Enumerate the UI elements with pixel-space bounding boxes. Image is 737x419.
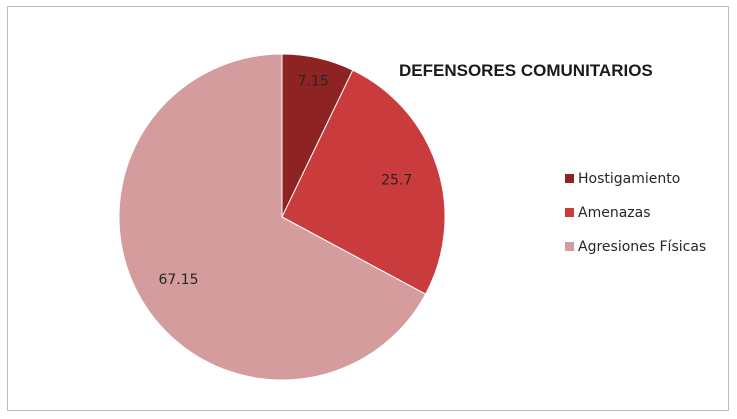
pie-chart: 7.15 25.7 67.15 DEFENSORES COMUNITARIOS Ho… bbox=[118, 53, 706, 381]
data-label: 67.15 bbox=[158, 272, 198, 288]
legend-label: Hostigamiento bbox=[578, 171, 680, 187]
pie-data-labels: 7.15 25.7 67.15 bbox=[158, 73, 412, 288]
pie-slices bbox=[118, 53, 446, 381]
legend-swatch bbox=[565, 208, 574, 217]
legend-label: Amenazas bbox=[578, 205, 651, 221]
pie-slice-amenazas bbox=[281, 69, 446, 295]
legend-label: Agresiones Físicas bbox=[578, 239, 706, 255]
data-label: 25.7 bbox=[381, 173, 412, 189]
data-label: 7.15 bbox=[298, 73, 329, 89]
legend-swatch bbox=[565, 174, 574, 183]
chart-area: 7.15 25.7 67.15 DEFENSORES COMUNITARIOS Ho… bbox=[7, 6, 729, 411]
legend: Hostigamiento Amenazas Agresiones Físicas bbox=[565, 171, 706, 255]
pie-slice-agresiones-físicas bbox=[118, 53, 427, 381]
legend-swatch bbox=[565, 242, 574, 251]
chart-title: DEFENSORES COMUNITARIOS bbox=[399, 61, 653, 80]
